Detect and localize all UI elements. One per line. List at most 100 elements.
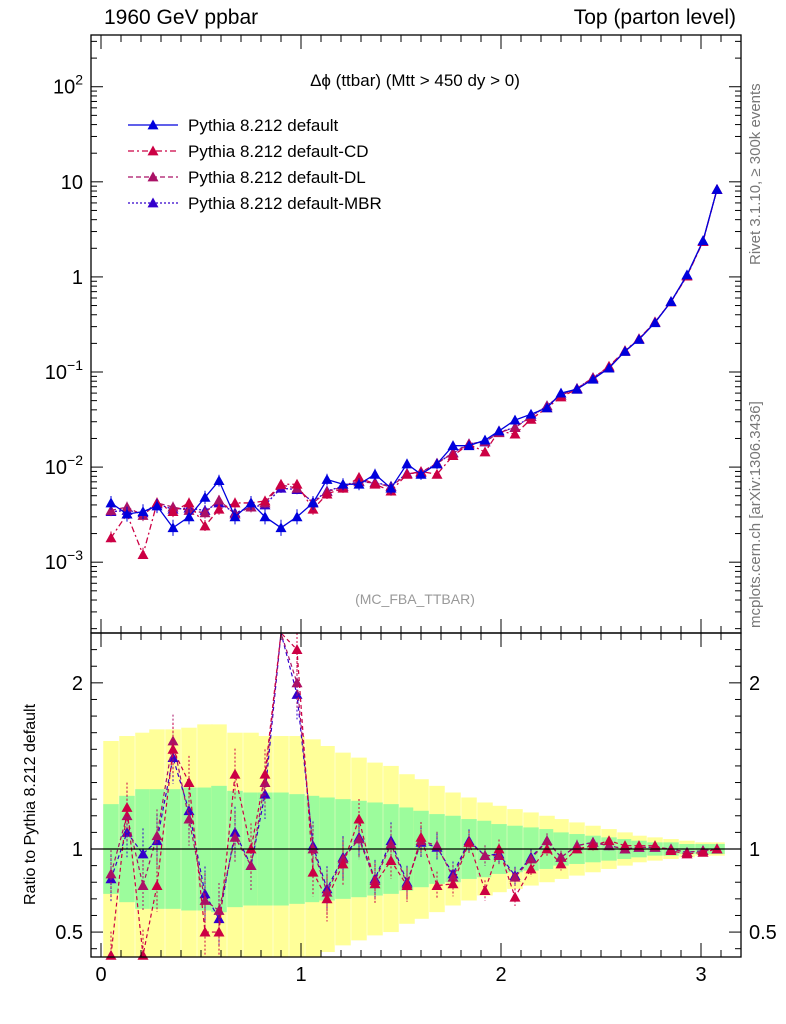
main-marker [571,383,583,394]
ratio-marker [555,851,567,862]
main-marker [259,511,271,522]
ratio-series-line [110,632,718,912]
ratio-marker [525,853,537,864]
x-tick-label: 2 [495,964,506,986]
x-tick-label: 3 [695,964,706,986]
ratio-marker [199,926,211,937]
main-y-tick-label: 10 [61,172,83,194]
legend-label: Pythia 8.212 default [188,116,339,135]
main-marker [587,373,599,384]
ratio-marker [151,835,163,846]
main-marker [213,503,225,514]
ratio-marker [401,880,413,890]
main-marker [479,446,491,457]
main-series-line [110,189,718,514]
ratio-marker [291,644,303,655]
main-marker [665,296,677,307]
panel-frames [90,34,742,958]
ratio-marker [603,835,615,846]
ratio-marker [229,768,241,779]
ratio-marker [415,831,427,842]
main-marker [555,387,567,398]
main-marker [649,317,661,328]
ratio-marker [587,840,599,851]
axes-layer: 10−3 10−2 10−1 1 10 102 0.5 0.5 1 1 2 2 0 1 2 3 [45,35,777,986]
main-marker [291,478,303,489]
ratio-y-tick-label-right: 1 [749,839,760,861]
main-marker [213,475,225,486]
main-marker [307,497,319,508]
main-marker [321,474,333,484]
ratio-y-tick-label-left: 2 [72,673,83,695]
main-marker [633,333,645,344]
main-marker [183,511,195,522]
ratio-marker [431,880,443,890]
ratio-marker [353,813,365,824]
ratio-marker [479,885,491,895]
main-marker [353,478,365,489]
main-marker [509,422,521,433]
ratio-marker [105,868,117,879]
ratio-marker [167,743,179,754]
ratio-y-tick-label-right: 0.5 [749,922,777,944]
ratio-y-tick-label-left: 0.5 [55,922,83,944]
main-marker [369,478,381,489]
ratio-series-layer [105,631,723,960]
main-marker [385,482,397,493]
ratio-marker [603,840,615,851]
ratio-marker [229,831,241,842]
ratio-marker [337,858,349,869]
main-y-tick-label: 10−3 [45,547,83,574]
ratio-marker [369,878,381,889]
main-marker [415,468,427,479]
main-marker [275,522,287,533]
main-marker [167,522,179,533]
main-marker [401,468,413,479]
main-marker [711,184,723,194]
ratio-series-line [110,631,718,956]
ratio-marker [291,677,303,688]
ratio-marker [151,880,163,890]
legend-marker [147,197,159,208]
main-marker [213,494,225,505]
main-marker [229,497,241,508]
main-marker [199,520,211,531]
main-marker [167,506,179,517]
analysis-watermark: (MC_FBA_TTBAR) [355,591,475,607]
main-marker [183,497,195,508]
main-series-line [110,189,718,529]
ratio-marker [525,863,537,874]
legend-label: Pythia 8.212 default-CD [188,142,369,161]
ratio-marker [431,840,443,851]
ratio-marker [259,768,271,779]
main-marker [105,497,117,508]
main-marker [525,408,537,419]
ratio-marker [681,848,693,859]
main-marker [479,434,491,445]
ratio-marker [649,840,661,851]
main-marker [697,235,709,246]
main-marker [401,458,413,469]
ratio-marker [121,801,133,812]
ratio-marker [213,926,225,937]
ratio-marker [633,840,645,851]
main-y-tick-label: 1 [72,267,83,289]
ratio-marker [137,880,149,890]
legend: Pythia 8.212 default Pythia 8.212 default… [128,116,382,213]
legend-marker [147,145,159,156]
ratio-marker [665,845,677,856]
chart-title: Δϕ (ttbar) (Mtt > 450 dy > 0) [310,71,520,90]
ratio-marker [541,835,553,846]
x-tick-label: 0 [95,964,106,986]
main-marker [603,362,615,373]
ratio-marker [183,813,195,824]
main-marker [447,440,459,451]
ratio-y-tick-label-right: 2 [749,673,760,695]
ratio-marker [291,688,303,699]
main-marker [121,508,133,519]
main-marker [681,269,693,280]
main-marker [431,458,443,469]
ratio-marker [463,836,475,847]
main-marker [509,414,521,425]
main-marker [463,440,475,451]
